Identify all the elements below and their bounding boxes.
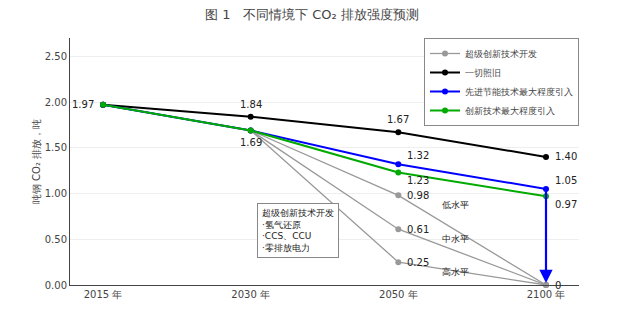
svg-text:1.69: 1.69: [240, 137, 262, 148]
svg-text:1.97: 1.97: [72, 99, 94, 110]
svg-text:先进节能技术最大程度引入: 先进节能技术最大程度引入: [465, 87, 573, 97]
svg-text:0.97: 0.97: [555, 199, 577, 210]
svg-text:2100 年: 2100 年: [527, 289, 566, 300]
svg-text:1.32: 1.32: [407, 150, 429, 161]
svg-text:0: 0: [555, 280, 561, 291]
svg-text:1.00: 1.00: [45, 188, 67, 199]
svg-text:图 1 不同情境下 CO₂ 排放强度预测: 图 1 不同情境下 CO₂ 排放强度预测: [205, 7, 419, 22]
svg-text:1.50: 1.50: [45, 142, 67, 153]
svg-text:1.84: 1.84: [240, 99, 262, 110]
svg-text:0.61: 0.61: [407, 224, 429, 235]
svg-text:低水平: 低水平: [442, 200, 469, 210]
svg-text:0.50: 0.50: [45, 234, 67, 245]
svg-text:吨钢 CO₂ 排放，吨: 吨钢 CO₂ 排放，吨: [31, 119, 42, 204]
svg-text:1.67: 1.67: [387, 114, 409, 125]
svg-text:2050 年: 2050 年: [379, 289, 418, 300]
svg-text:0.25: 0.25: [407, 257, 429, 268]
svg-text:创新技术最大程度引入: 创新技术最大程度引入: [465, 106, 555, 116]
svg-text:超级创新技术开发·氢气还原·CCS、CCU·零排放电力: 超级创新技术开发·氢气还原·CCS、CCU·零排放电力: [262, 208, 334, 253]
svg-text:1.40: 1.40: [555, 151, 577, 162]
svg-text:2.00: 2.00: [45, 97, 67, 108]
svg-text:2015 年: 2015 年: [84, 289, 123, 300]
svg-text:1.23: 1.23: [407, 175, 429, 186]
svg-text:1.05: 1.05: [555, 175, 577, 186]
svg-text:一切照旧: 一切照旧: [465, 68, 501, 78]
svg-text:中水平: 中水平: [442, 234, 469, 244]
svg-text:超级创新技术开发: 超级创新技术开发: [465, 49, 537, 59]
svg-text:0.98: 0.98: [407, 190, 429, 201]
svg-text:高水平: 高水平: [442, 267, 469, 277]
svg-text:2030 年: 2030 年: [231, 289, 270, 300]
svg-text:2.50: 2.50: [45, 51, 67, 62]
svg-text:0.00: 0.00: [45, 280, 67, 291]
